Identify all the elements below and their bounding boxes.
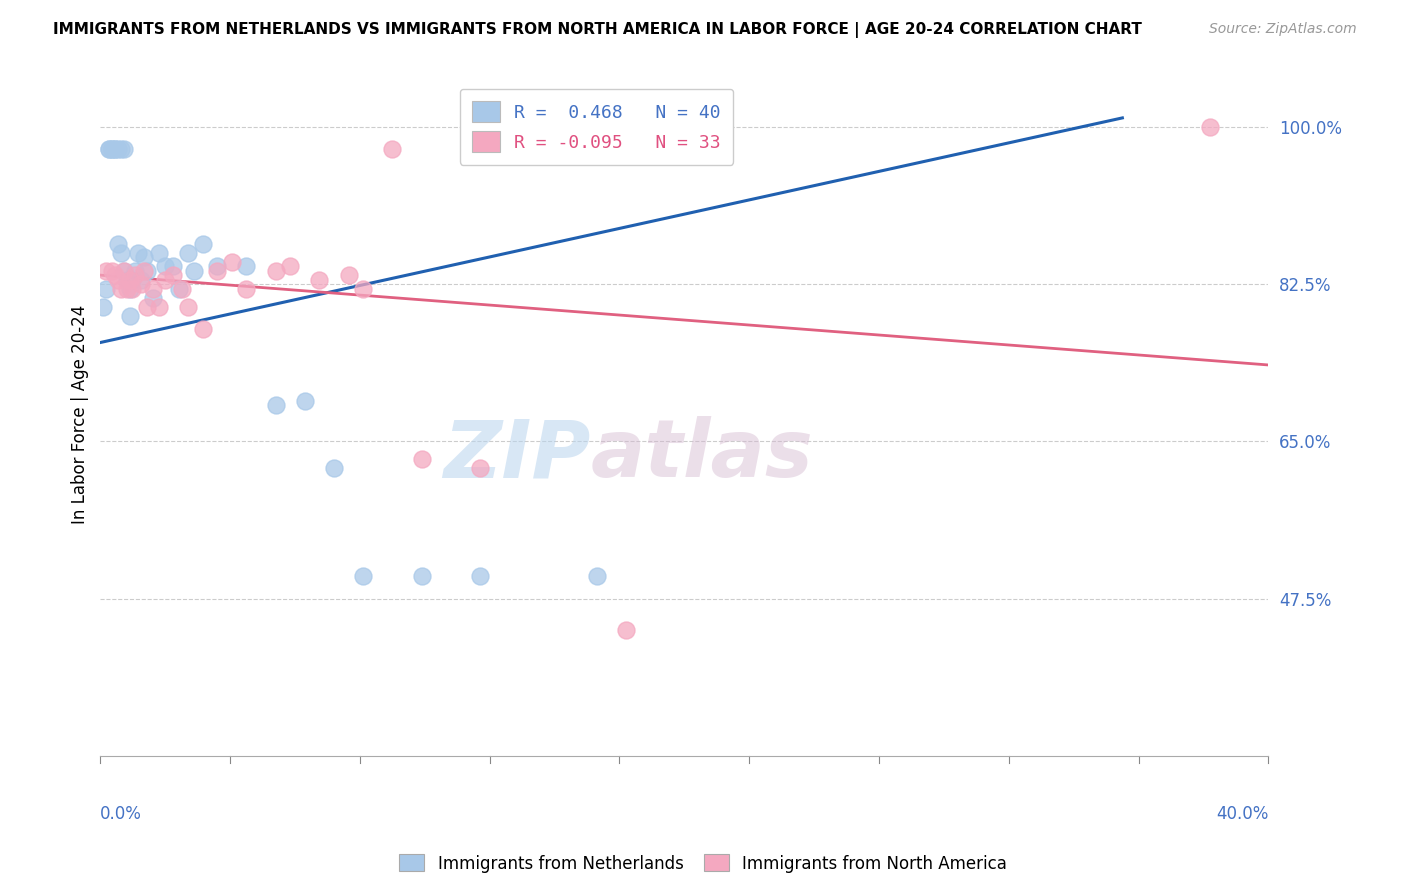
Point <box>112 263 135 277</box>
Point <box>352 569 374 583</box>
Point <box>278 259 301 273</box>
Point <box>153 272 176 286</box>
Point <box>294 393 316 408</box>
Text: atlas: atlas <box>591 417 814 494</box>
Text: 40.0%: 40.0% <box>1216 805 1268 823</box>
Point <box>235 259 257 273</box>
Point <box>308 272 330 286</box>
Text: IMMIGRANTS FROM NETHERLANDS VS IMMIGRANTS FROM NORTH AMERICA IN LABOR FORCE | AG: IMMIGRANTS FROM NETHERLANDS VS IMMIGRANT… <box>53 22 1142 38</box>
Point <box>148 300 170 314</box>
Point <box>235 282 257 296</box>
Point <box>115 272 138 286</box>
Point <box>381 142 404 156</box>
Point <box>124 263 146 277</box>
Y-axis label: In Labor Force | Age 20-24: In Labor Force | Age 20-24 <box>72 305 89 524</box>
Point <box>96 282 118 296</box>
Point <box>121 282 143 296</box>
Text: Source: ZipAtlas.com: Source: ZipAtlas.com <box>1209 22 1357 37</box>
Point <box>121 272 143 286</box>
Point <box>323 461 346 475</box>
Point <box>264 398 287 412</box>
Point <box>134 250 156 264</box>
Point <box>172 282 194 296</box>
Point <box>142 291 165 305</box>
Point <box>115 282 138 296</box>
Point <box>110 282 132 296</box>
Point <box>162 268 184 282</box>
Point <box>110 142 132 156</box>
Point <box>104 268 127 282</box>
Point <box>205 259 228 273</box>
Point <box>107 142 129 156</box>
Point <box>107 272 129 286</box>
Point <box>129 272 152 286</box>
Point <box>136 300 159 314</box>
Point <box>153 259 176 273</box>
Point <box>191 322 214 336</box>
Point <box>264 263 287 277</box>
Point <box>167 282 190 296</box>
Point <box>98 142 121 156</box>
Point <box>468 461 491 475</box>
Point <box>411 452 433 467</box>
Text: ZIP: ZIP <box>443 417 591 494</box>
Point <box>101 142 124 156</box>
Point <box>96 263 118 277</box>
Point <box>411 569 433 583</box>
Point <box>162 259 184 273</box>
Point <box>177 245 200 260</box>
Point <box>118 309 141 323</box>
Point <box>129 277 152 292</box>
Point <box>614 623 637 637</box>
Point <box>142 282 165 296</box>
Point <box>124 268 146 282</box>
Point <box>468 569 491 583</box>
Text: 0.0%: 0.0% <box>100 805 142 823</box>
Point <box>337 268 360 282</box>
Point <box>221 254 243 268</box>
Legend: Immigrants from Netherlands, Immigrants from North America: Immigrants from Netherlands, Immigrants … <box>392 847 1014 880</box>
Point <box>107 236 129 251</box>
Point <box>104 142 127 156</box>
Point <box>98 142 121 156</box>
Point <box>585 569 607 583</box>
Point <box>118 282 141 296</box>
Point <box>183 263 205 277</box>
Point <box>112 263 135 277</box>
Point <box>136 263 159 277</box>
Point <box>112 142 135 156</box>
Point <box>148 245 170 260</box>
Point <box>191 236 214 251</box>
Point <box>127 245 149 260</box>
Point <box>110 245 132 260</box>
Point <box>205 263 228 277</box>
Point <box>177 300 200 314</box>
Point <box>134 263 156 277</box>
Point <box>104 142 127 156</box>
Point <box>91 300 114 314</box>
Point <box>101 263 124 277</box>
Point <box>101 142 124 156</box>
Point <box>1199 120 1222 134</box>
Point <box>118 272 141 286</box>
Legend: R =  0.468   N = 40, R = -0.095   N = 33: R = 0.468 N = 40, R = -0.095 N = 33 <box>460 89 733 165</box>
Point <box>352 282 374 296</box>
